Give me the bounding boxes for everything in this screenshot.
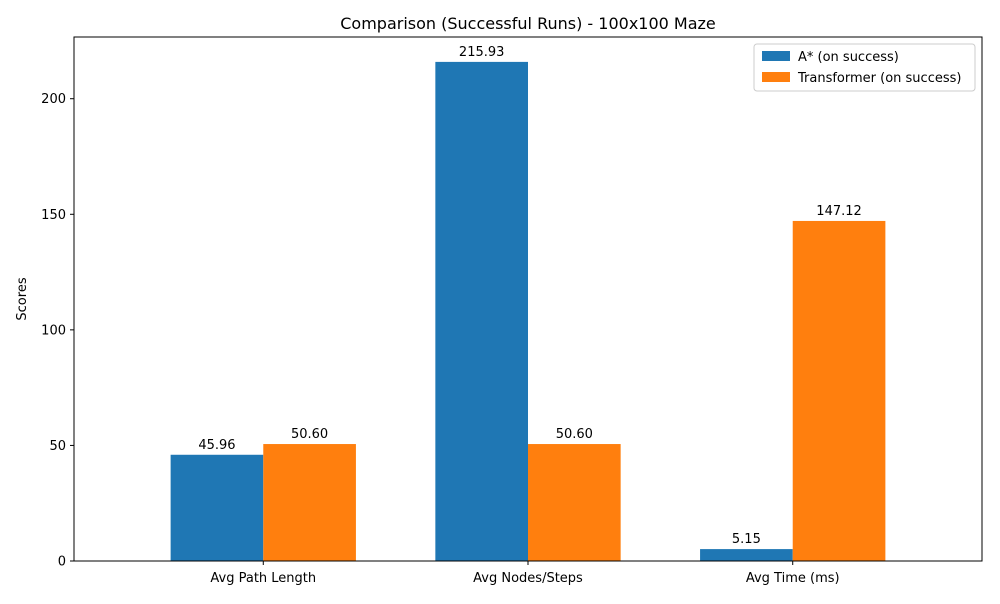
x-tick-label: Avg Nodes/Steps bbox=[473, 571, 583, 586]
data-label: 50.60 bbox=[291, 427, 328, 442]
plot-frame bbox=[73, 36, 983, 562]
y-tick-label: 0 bbox=[58, 555, 66, 570]
bar bbox=[435, 61, 528, 562]
x-tick-label: Avg Time (ms) bbox=[746, 571, 840, 586]
x-tick-label: Avg Path Length bbox=[210, 571, 316, 586]
data-label: 5.15 bbox=[732, 532, 761, 547]
bar bbox=[700, 549, 793, 561]
legend-swatch bbox=[762, 72, 790, 82]
data-label: 147.12 bbox=[816, 204, 862, 219]
y-tick-label: 100 bbox=[41, 323, 66, 338]
y-axis-label: Scores bbox=[15, 277, 30, 320]
data-label: 215.93 bbox=[459, 45, 505, 60]
legend-box bbox=[753, 43, 976, 92]
legend-swatch bbox=[762, 51, 790, 61]
bar bbox=[170, 454, 264, 561]
bar bbox=[528, 444, 621, 561]
y-tick-label: 150 bbox=[41, 208, 66, 223]
legend-label: A* (on success) bbox=[798, 50, 899, 65]
chart-title: Comparison (Successful Runs) - 100x100 M… bbox=[340, 14, 716, 33]
data-label: 45.96 bbox=[198, 438, 235, 453]
y-tick-label: 50 bbox=[49, 439, 66, 454]
y-tick-label: 200 bbox=[41, 92, 66, 107]
bar bbox=[792, 220, 886, 562]
legend-label: Transformer (on success) bbox=[797, 71, 961, 86]
bar bbox=[263, 444, 356, 561]
data-label: 50.60 bbox=[556, 427, 593, 442]
